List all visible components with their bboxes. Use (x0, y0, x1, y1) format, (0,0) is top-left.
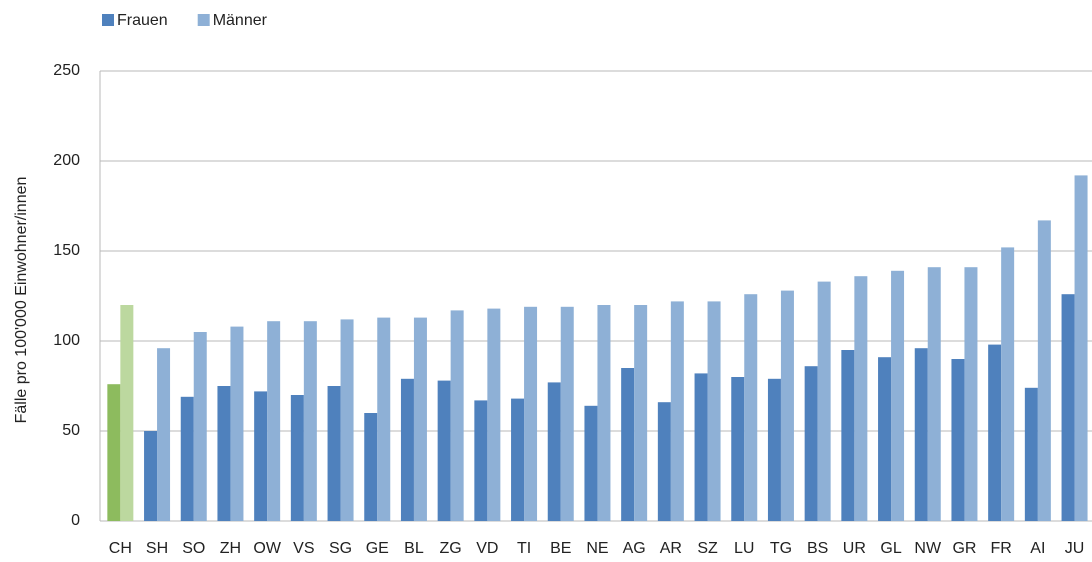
bar (731, 377, 745, 521)
bar (964, 267, 978, 521)
x-tick-label: TI (517, 540, 531, 557)
bar (584, 405, 598, 521)
x-tick-label: SO (182, 540, 205, 557)
bar (450, 310, 464, 521)
bar (524, 306, 538, 521)
bar (621, 368, 635, 521)
x-tick-label: FR (990, 540, 1011, 557)
bar (988, 344, 1002, 521)
bar (891, 270, 905, 521)
bar (1024, 387, 1038, 521)
y-tick-label: 150 (53, 242, 80, 259)
x-tick-label: NW (914, 540, 942, 557)
x-tick-label: NE (586, 540, 608, 557)
bar (180, 396, 194, 521)
bar (804, 366, 818, 521)
bar (267, 321, 281, 521)
legend-label: Frauen (117, 12, 168, 29)
bar (157, 348, 171, 521)
bar (914, 348, 928, 521)
x-tick-label: SH (146, 540, 168, 557)
x-tick-label: BL (404, 540, 424, 557)
bar (657, 402, 671, 521)
y-axis-label: Fälle pro 100'000 Einwohner/innen (13, 177, 30, 424)
x-tick-label: VD (476, 540, 498, 557)
bar (217, 386, 231, 521)
x-tick-label: SZ (697, 540, 718, 557)
bar (878, 357, 892, 521)
bar (487, 308, 501, 521)
x-tick-label: VS (293, 540, 314, 557)
x-tick-label: JU (1065, 540, 1085, 557)
bar (340, 319, 354, 521)
bar (474, 400, 488, 521)
bar (120, 305, 134, 521)
bar (854, 276, 868, 521)
bar (437, 380, 451, 521)
x-tick-label: ZH (220, 540, 241, 557)
x-tick-label: BE (550, 540, 571, 557)
bar (707, 301, 721, 521)
y-tick-label: 0 (71, 512, 80, 529)
y-tick-label: 200 (53, 152, 80, 169)
bar (1074, 175, 1088, 521)
bar (230, 326, 244, 521)
bar (547, 382, 561, 521)
legend-swatch (197, 14, 210, 26)
bar (634, 305, 648, 521)
bar (767, 378, 781, 521)
x-tick-label: TG (770, 540, 792, 557)
x-tick-label: OW (253, 540, 281, 557)
bar (841, 350, 855, 521)
y-tick-label: 250 (53, 62, 80, 79)
bar (290, 395, 304, 521)
y-tick-label: 100 (53, 332, 80, 349)
bar (327, 386, 341, 521)
x-tick-label: UR (843, 540, 866, 557)
legend-swatch (102, 14, 114, 26)
legend-label: Männer (213, 12, 268, 29)
bar (780, 290, 794, 521)
bar (817, 281, 831, 521)
x-tick-label: GL (880, 540, 901, 557)
y-tick-label: 50 (62, 422, 80, 439)
bar (597, 305, 611, 521)
bar (1061, 294, 1075, 521)
bar (670, 301, 684, 521)
bar (1001, 247, 1015, 521)
x-tick-label: AR (660, 540, 682, 557)
bar (1037, 220, 1051, 521)
bar (927, 267, 941, 521)
x-tick-label: CH (109, 540, 132, 557)
x-tick-label: BS (807, 540, 828, 557)
x-tick-label: LU (734, 540, 754, 557)
x-tick-label: ZG (440, 540, 462, 557)
bar (560, 306, 574, 521)
x-tick-label: GR (952, 540, 976, 557)
bar (193, 332, 207, 521)
bar (744, 294, 758, 521)
bar (413, 317, 427, 521)
bar (694, 373, 708, 521)
x-tick-label: SG (329, 540, 352, 557)
bar (511, 398, 525, 521)
bar (377, 317, 391, 521)
x-tick-label: AG (623, 540, 646, 557)
x-tick-label: GE (366, 540, 389, 557)
bar (254, 391, 268, 521)
bar (107, 384, 121, 521)
bar (364, 413, 378, 521)
bar (951, 359, 965, 521)
bar (144, 431, 158, 521)
x-tick-label: AI (1030, 540, 1045, 557)
bar (400, 378, 414, 521)
bar (303, 321, 317, 521)
